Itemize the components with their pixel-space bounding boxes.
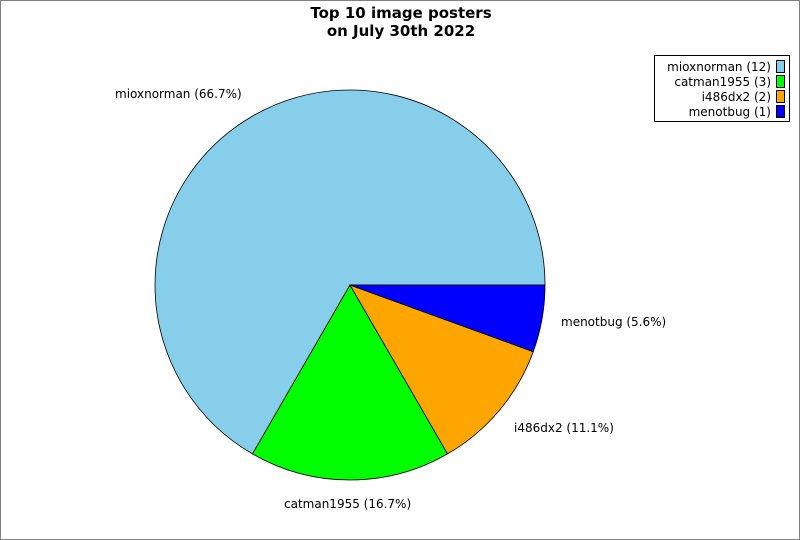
legend-swatch bbox=[776, 105, 785, 118]
legend-swatch bbox=[776, 60, 785, 73]
legend-label: mioxnorman (12) bbox=[667, 59, 771, 74]
slice-label-menotbug: menotbug (5.6%) bbox=[561, 315, 666, 329]
pie-slice-i486dx2 bbox=[349, 284, 534, 455]
slice-label-i486dx2: i486dx2 (11.1%) bbox=[514, 421, 614, 435]
legend-swatch bbox=[776, 75, 785, 88]
legend-item-menotbug: menotbug (1) bbox=[689, 104, 785, 119]
pie-slice-mioxnorman bbox=[154, 89, 546, 455]
pie-slice-menotbug bbox=[349, 284, 546, 353]
pie-slice-catman1955 bbox=[251, 284, 449, 481]
chart-legend: mioxnorman (12) catman1955 (3) i486dx2 (2)… bbox=[654, 55, 790, 122]
chart-title-line-2: on July 30th 2022 bbox=[326, 22, 476, 40]
legend-item-mioxnorman: mioxnorman (12) bbox=[667, 59, 785, 74]
legend-item-i486dx2: i486dx2 (2) bbox=[702, 89, 785, 104]
legend-label: catman1955 (3) bbox=[674, 74, 771, 89]
legend-label: i486dx2 (2) bbox=[701, 89, 771, 104]
chart-title: Top 10 image posters on July 30th 2022 bbox=[1, 4, 800, 40]
legend-label: menotbug (1) bbox=[688, 104, 771, 119]
chart-title-line-1: Top 10 image posters bbox=[310, 4, 492, 22]
slice-label-mioxnorman: mioxnorman (66.7%) bbox=[115, 87, 242, 101]
legend-swatch bbox=[776, 90, 785, 103]
slice-label-catman1955: catman1955 (16.7%) bbox=[284, 497, 411, 511]
legend-item-catman1955: catman1955 (3) bbox=[674, 74, 785, 89]
